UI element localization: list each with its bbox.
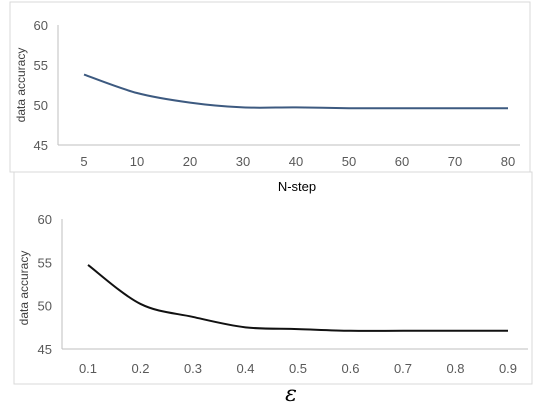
chart-2-ytick-label: 60 (38, 212, 52, 227)
chart-1-ylabel: data accuracy (14, 48, 28, 123)
chart-1-xtick-label: 70 (448, 154, 462, 169)
chart-1: data accuracy 45 50 55 60 5 10 20 30 40 50 60 70 80… (14, 18, 520, 194)
chart-2-xtick-label: 0.3 (184, 361, 202, 376)
chart-2-ylabel: data accuracy (17, 251, 31, 326)
chart-2-xtick-label: 0.2 (131, 361, 149, 376)
chart-1-xtick-label: 40 (289, 154, 303, 169)
chart-1-xtick-label: 10 (130, 154, 144, 169)
chart-1-frame (9, 1, 531, 173)
chart-1-xtick-label: 60 (395, 154, 409, 169)
chart-1-xtick-label: 20 (183, 154, 197, 169)
chart-1-ytick-label: 50 (34, 98, 48, 113)
chart-2-ytick-label: 55 (38, 255, 52, 270)
chart-2-ytick-label: 50 (38, 299, 52, 314)
chart-2-xtick-label: 0.7 (394, 361, 412, 376)
chart-2-frame (13, 171, 533, 385)
chart-2-xlabel: ε (285, 382, 297, 407)
chart-1-ytick-label: 45 (34, 138, 48, 153)
chart-1-series-line (83, 73, 508, 110)
chart-1-xtick-label: 80 (501, 154, 515, 169)
chart-2-xtick-label: 0.8 (446, 361, 464, 376)
chart-2-xtick-label: 0.9 (499, 361, 517, 376)
chart-1-ytick-label: 60 (34, 18, 48, 33)
chart-1-xlabel: N-step (278, 179, 316, 194)
chart-2-ytick-label: 45 (38, 342, 52, 357)
chart-2-xtick-label: 0.6 (341, 361, 359, 376)
chart-2-xtick-label: 0.1 (79, 361, 97, 376)
chart-2-xtick-label: 0.4 (236, 361, 254, 376)
chart-1-xtick-label: 50 (342, 154, 356, 169)
chart-2: data accuracy 45 50 55 60 0.1 0.2 0.3 0.4 0.5 0.… (17, 212, 528, 407)
chart-1-xtick-label: 30 (236, 154, 250, 169)
chart-2-xtick-label: 0.5 (289, 361, 307, 376)
chart-1-xtick-label: 5 (80, 154, 87, 169)
chart-2-series-line (87, 264, 508, 332)
chart-1-ytick-label: 55 (34, 58, 48, 73)
